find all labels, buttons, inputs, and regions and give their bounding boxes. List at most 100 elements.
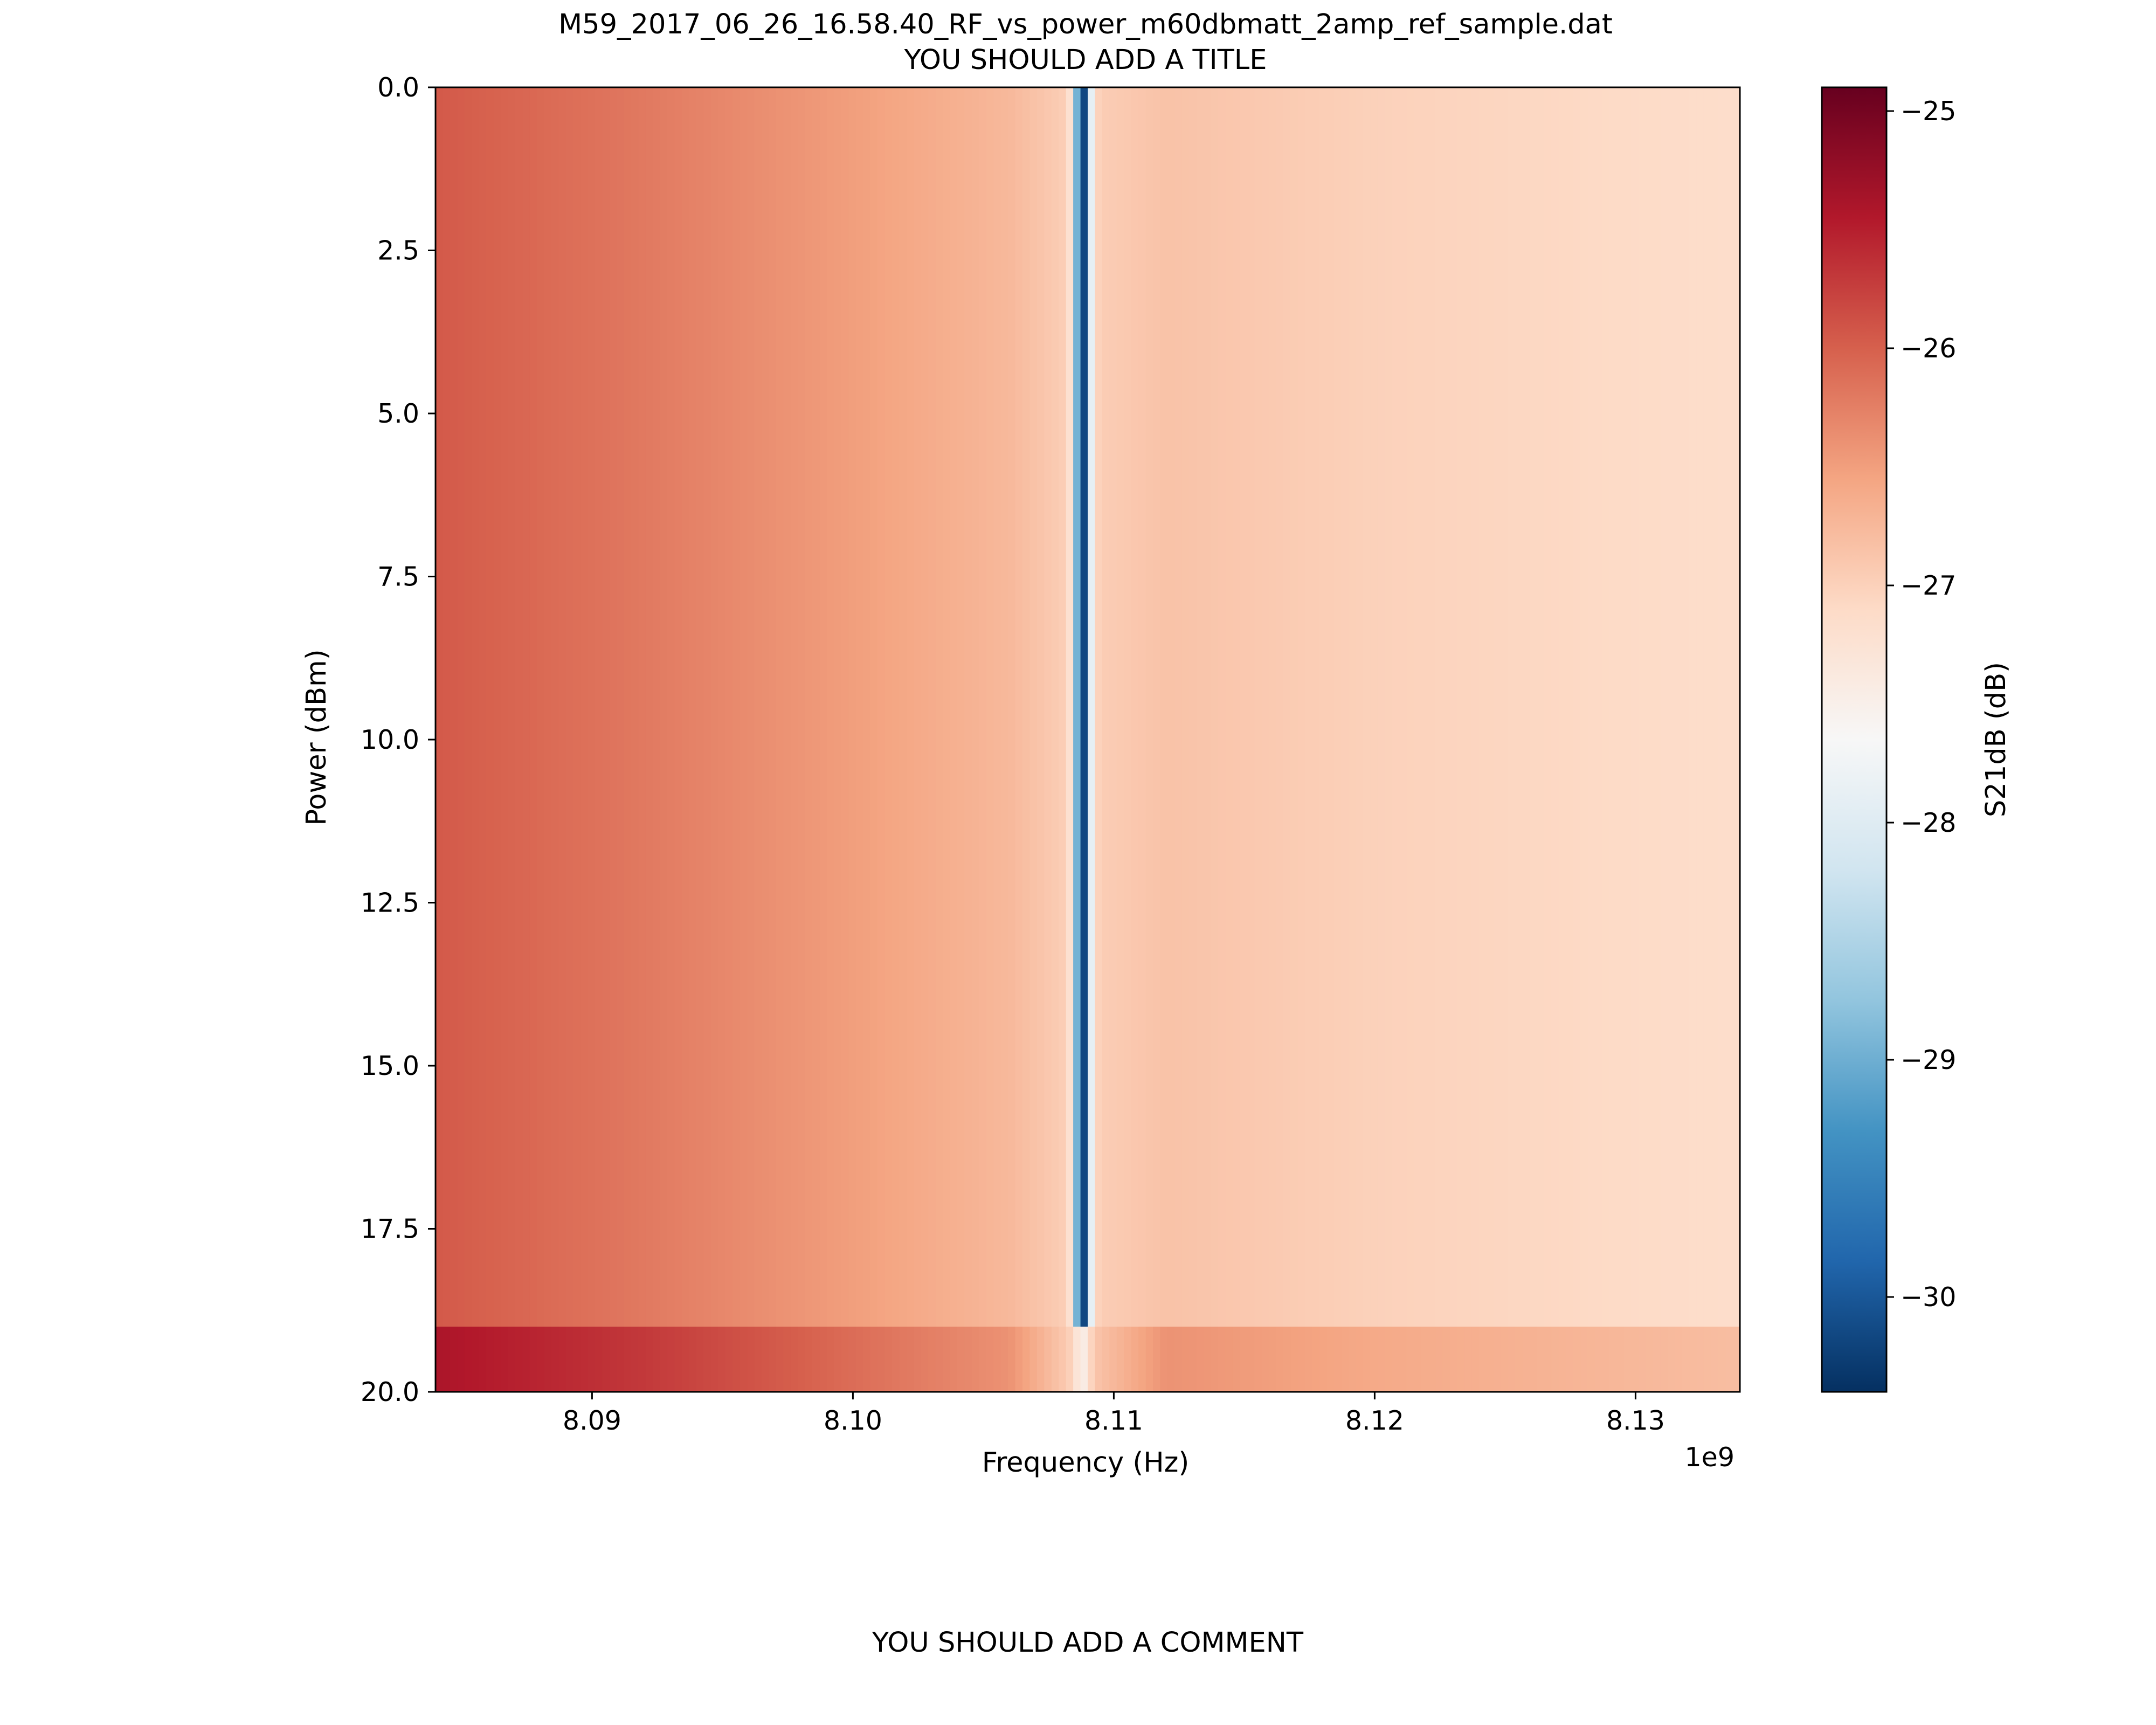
heatmap-cell [703,1066,711,1131]
heatmap-cell [602,935,610,1001]
heatmap-cell [1442,1196,1450,1262]
heatmap-cell [921,870,929,936]
heatmap-cell [921,674,929,740]
heatmap-cell [1508,1261,1516,1327]
heatmap-cell [1544,740,1552,805]
heatmap-cell [1232,870,1241,936]
heatmap-cell [1623,935,1632,1001]
heatmap-cell [1276,283,1284,349]
heatmap-cell [1551,479,1559,544]
heatmap-cell [1167,1261,1176,1327]
heatmap-cell [1587,283,1595,349]
heatmap-cell [1015,544,1023,610]
heatmap-cell [493,740,501,805]
heatmap-cell [472,1131,480,1197]
heatmap-cell [1036,1261,1045,1327]
heatmap-cell [1623,674,1632,740]
heatmap-cell [1124,1261,1132,1327]
heatmap-cell [529,1327,537,1392]
heatmap-cell [624,87,632,153]
heatmap-cell [1363,1196,1371,1262]
heatmap-cell [1616,413,1625,479]
heatmap-cell [1305,1000,1313,1066]
heatmap-cell [798,479,806,544]
heatmap-cell [1587,218,1595,284]
heatmap-cell [1131,479,1139,544]
heatmap-cell [493,805,501,871]
heatmap-cell [1109,544,1117,610]
heatmap-cell [1580,544,1588,610]
heatmap-cell [1406,1066,1414,1131]
heatmap-cell [645,805,654,871]
heatmap-cell [1356,544,1364,610]
heatmap-cell [450,1196,458,1262]
heatmap-cell [1406,805,1414,871]
heatmap-cell [638,413,646,479]
heatmap-cell [1703,1327,1711,1392]
heatmap-cell [1051,935,1059,1001]
heatmap-row [436,218,1740,284]
heatmap-cell [1493,1327,1502,1392]
heatmap-cell [1696,805,1704,871]
y-tick-label: 12.5 [361,888,419,919]
heatmap-cell [1131,674,1139,740]
heatmap-cell [558,153,566,218]
heatmap-cell [450,413,458,479]
heatmap-cell [1558,479,1567,544]
heatmap-cell [776,1131,784,1197]
heatmap-cell [508,609,516,675]
heatmap-cell [624,153,632,218]
heatmap-cell [1334,479,1342,544]
heatmap-cell [1029,1000,1038,1066]
heatmap-cell [1479,87,1487,153]
heatmap-cell [1486,609,1494,675]
heatmap-cell [1160,87,1168,153]
heatmap-cell [443,479,451,544]
heatmap-cell [725,1066,733,1131]
heatmap-cell [776,1261,784,1327]
heatmap-cell [1051,87,1059,153]
y-axis: 0.02.55.07.510.012.515.017.520.0 [361,72,436,1407]
heatmap-cell [877,1131,886,1197]
heatmap-cell [1124,870,1132,936]
heatmap-cell [1363,1327,1371,1392]
heatmap-cell [1000,283,1008,349]
heatmap-cell [689,1261,697,1327]
heatmap-cell [508,348,516,414]
heatmap-cell [834,609,842,675]
heatmap-cell [1421,935,1429,1001]
heatmap-cell [1450,348,1458,414]
heatmap-cell [1189,935,1197,1001]
heatmap-cell [1544,1131,1552,1197]
heatmap-cell [710,1327,719,1392]
heatmap-cell [436,805,444,871]
heatmap-cell [899,87,907,153]
heatmap-cell [1051,740,1059,805]
heatmap-cell [971,609,980,675]
heatmap-cell [443,1066,451,1131]
heatmap-cell [1326,1131,1335,1197]
heatmap-cell [1131,283,1139,349]
heatmap-cell [986,1196,994,1262]
heatmap-cell [566,479,574,544]
heatmap-cell [508,544,516,610]
heatmap-cell [1095,740,1103,805]
heatmap-cell [1406,1196,1414,1262]
heatmap-cell [479,1261,487,1327]
heatmap-cell [1718,479,1726,544]
heatmap-cell [588,935,596,1001]
heatmap-cell [1414,870,1422,936]
heatmap-cell [1334,1327,1342,1392]
heatmap-cell [1044,674,1052,740]
heatmap-cell [979,544,987,610]
heatmap-cell [1464,1327,1473,1392]
heatmap-cell [1283,479,1291,544]
heatmap-cell [1464,1000,1473,1066]
heatmap-cell [1356,479,1364,544]
heatmap-cell [790,1327,798,1392]
heatmap-cell [667,153,675,218]
heatmap-cell [1682,479,1690,544]
heatmap-cell [1312,609,1320,675]
heatmap-cell [1414,609,1422,675]
heatmap-cell [1225,805,1233,871]
